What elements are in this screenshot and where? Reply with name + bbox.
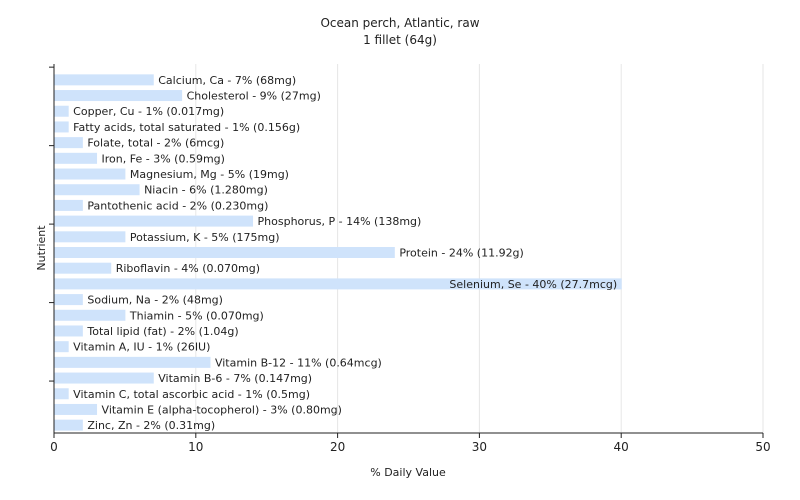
bar-value-label: Vitamin B-6 - 7% (0.147mg) <box>158 372 312 385</box>
x-axis-title: % Daily Value <box>370 466 446 479</box>
bar <box>54 247 395 258</box>
bar <box>54 341 69 353</box>
bar-value-label: Selenium, Se - 40% (27.7mcg) <box>449 278 617 291</box>
bar <box>54 231 126 243</box>
x-tick-label: 30 <box>472 440 487 454</box>
bar-value-label: Vitamin B-12 - 11% (0.64mcg) <box>215 356 382 369</box>
bar-value-label: Sodium, Na - 2% (48mg) <box>87 294 223 307</box>
bar <box>54 419 83 431</box>
bar-value-label: Thiamin - 5% (0.070mg) <box>129 309 264 322</box>
bar-value-label: Vitamin A, IU - 1% (26IU) <box>73 341 210 354</box>
axes: 0 10 20 30 40 50 <box>49 64 771 454</box>
bar-value-label: Protein - 24% (11.92g) <box>399 247 524 260</box>
bar <box>54 356 211 368</box>
gridlines <box>195 64 764 433</box>
bar <box>54 121 69 133</box>
bar-value-label: Potassium, K - 5% (175mg) <box>130 231 280 244</box>
bar-value-label: Phosphorus, P - 14% (138mg) <box>258 215 422 228</box>
bar-value-label: Riboflavin - 4% (0.070mg) <box>116 262 260 275</box>
bar <box>54 309 126 321</box>
bar <box>54 168 126 180</box>
x-tick-label: 10 <box>188 440 203 454</box>
bar-value-label: Pantothenic acid - 2% (0.230mg) <box>87 199 268 212</box>
bar-value-label: Vitamin C, total ascorbic acid - 1% (0.5… <box>73 388 310 401</box>
bar-value-label: Copper, Cu - 1% (0.017mg) <box>73 105 224 118</box>
bar <box>54 90 183 102</box>
chart-subtitle: 1 fillet (64g) <box>363 33 437 47</box>
bar-value-label: Fatty acids, total saturated - 1% (0.156… <box>73 121 300 134</box>
bar <box>54 152 98 164</box>
bar <box>54 199 83 211</box>
bar-value-label: Niacin - 6% (1.280mg) <box>144 184 268 197</box>
bar <box>54 278 622 290</box>
chart-title: Ocean perch, Atlantic, raw <box>320 16 479 30</box>
bar-value-label: Folate, total - 2% (6mcg) <box>87 137 224 150</box>
y-axis-title: Nutrient <box>35 225 48 271</box>
x-tick-label: 20 <box>330 440 345 454</box>
bar <box>54 403 98 415</box>
bar <box>54 325 83 337</box>
bar-value-label: Total lipid (fat) - 2% (1.04g) <box>86 325 238 338</box>
bar <box>54 74 154 86</box>
bar-value-label: Vitamin E (alpha-tocopherol) - 3% (0.80m… <box>102 403 342 416</box>
bar <box>54 105 69 117</box>
bar <box>54 294 83 306</box>
bar <box>54 184 140 196</box>
bar-value-label: Magnesium, Mg - 5% (19mg) <box>130 168 289 181</box>
x-tick-label: 50 <box>755 440 770 454</box>
bar-value-label: Calcium, Ca - 7% (68mg) <box>158 74 296 87</box>
bar-labels: Calcium, Ca - 7% (68mg) Cholesterol - 9% … <box>73 74 617 432</box>
bar <box>54 262 112 274</box>
bar-value-label: Iron, Fe - 3% (0.59mg) <box>102 152 225 165</box>
bar-value-label: Cholesterol - 9% (27mg) <box>187 90 321 103</box>
bar <box>54 137 83 149</box>
bar <box>54 215 254 227</box>
bar-value-label: Zinc, Zn - 2% (0.31mg) <box>87 419 215 432</box>
bars <box>54 74 622 431</box>
x-tick-label: 40 <box>614 440 629 454</box>
bar <box>54 372 154 384</box>
x-tick-label: 0 <box>50 440 58 454</box>
bar <box>54 388 69 400</box>
